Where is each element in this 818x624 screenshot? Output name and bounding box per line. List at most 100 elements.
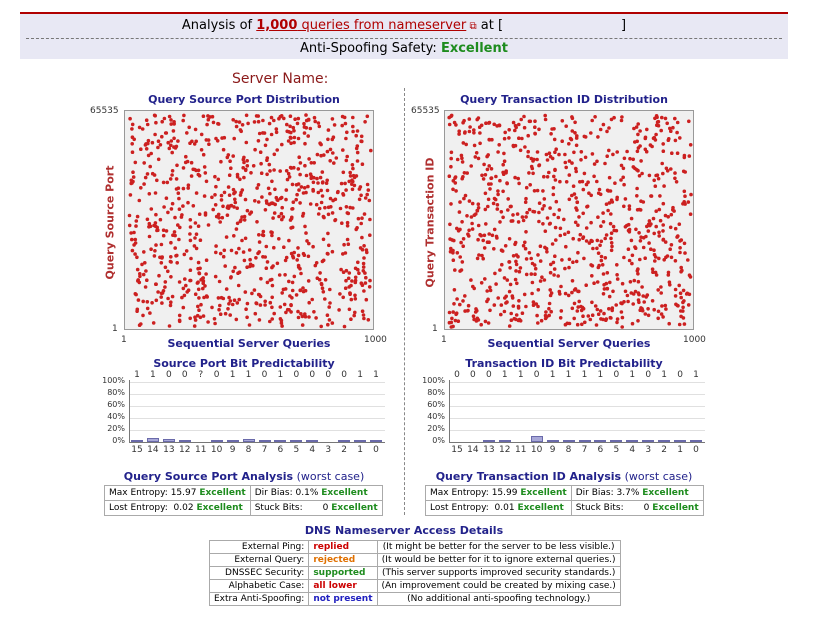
scatter-point xyxy=(483,191,488,196)
scatter-point xyxy=(668,225,673,230)
bit-value: 1 xyxy=(581,370,588,380)
nameserver-link[interactable]: 1,000 queries from nameserver xyxy=(256,18,466,33)
scatter-point xyxy=(564,180,569,184)
scatter-point xyxy=(673,171,677,175)
scatter-point xyxy=(488,308,492,313)
scatter-point xyxy=(675,120,680,125)
external-link-icon[interactable]: ⧉ xyxy=(466,21,477,32)
scatter-point xyxy=(520,136,524,141)
scatter-point xyxy=(201,114,206,118)
bit-bar xyxy=(658,439,671,442)
scatter-point xyxy=(589,263,593,267)
scatter-point xyxy=(179,215,184,219)
bit-bar xyxy=(530,436,543,442)
scatter-point xyxy=(530,280,535,285)
scatter-point xyxy=(595,307,600,312)
right-row2-cell2: Stuck Bits: 0 Excellent xyxy=(570,500,704,516)
grid-line xyxy=(130,418,385,419)
scatter-point xyxy=(654,132,658,137)
scatter-point xyxy=(458,200,462,204)
scatter-point xyxy=(269,115,274,120)
scatter-point xyxy=(357,197,362,202)
scatter-point xyxy=(460,260,465,264)
scatter-point xyxy=(465,171,469,175)
scatter-point xyxy=(509,311,513,316)
scatter-point xyxy=(217,216,221,220)
bit-label: 12 xyxy=(179,445,191,455)
scatter-point xyxy=(638,239,643,243)
scatter-point xyxy=(638,308,642,312)
value: 15.99 xyxy=(491,488,518,498)
query-count[interactable]: 1,000 xyxy=(256,18,298,33)
scatter-point xyxy=(240,188,245,192)
scatter-point xyxy=(201,286,205,291)
scatter-point xyxy=(625,149,629,154)
scatter-point xyxy=(240,215,244,219)
right-xlabel: Sequential Server Queries xyxy=(487,337,651,350)
scatter-point xyxy=(638,129,642,133)
scatter-point xyxy=(257,240,262,244)
scatter-point xyxy=(365,182,370,187)
scatter-point xyxy=(154,243,158,247)
scatter-point xyxy=(504,294,508,299)
scatter-point xyxy=(449,113,454,118)
scatter-point xyxy=(556,215,561,220)
scatter-point xyxy=(257,318,262,322)
scatter-point xyxy=(562,217,566,222)
scatter-point xyxy=(457,129,461,133)
scatter-point xyxy=(237,297,241,302)
scatter-point xyxy=(523,246,528,251)
scatter-point xyxy=(345,237,350,242)
scatter-point xyxy=(533,266,538,271)
scatter-point xyxy=(495,207,500,211)
scatter-point xyxy=(535,313,539,318)
scatter-point xyxy=(326,212,331,217)
scatter-point xyxy=(307,241,311,246)
scatter-point xyxy=(606,208,610,213)
scatter-point xyxy=(636,132,640,137)
table-row: External Query: rejected (It would be bett… xyxy=(208,553,621,567)
scatter-point xyxy=(643,135,648,140)
scatter-point xyxy=(664,307,668,311)
scatter-point xyxy=(196,260,201,265)
scatter-point xyxy=(232,136,236,141)
scatter-point xyxy=(571,236,575,241)
scatter-point xyxy=(519,117,523,122)
scatter-point xyxy=(650,144,654,149)
scatter-point xyxy=(636,272,640,276)
scatter-point xyxy=(326,137,330,142)
scatter-point xyxy=(163,285,167,289)
left-xtick-left: 1 xyxy=(121,335,127,345)
right-ytick-bottom: 1 xyxy=(432,324,438,334)
scatter-point xyxy=(304,113,308,117)
scatter-point xyxy=(359,193,363,198)
scatter-point xyxy=(295,258,299,262)
scatter-point xyxy=(539,318,544,323)
scatter-point xyxy=(366,188,371,192)
scatter-point xyxy=(332,123,337,127)
scatter-point xyxy=(343,181,347,186)
scatter-point xyxy=(507,128,511,132)
scatter-point xyxy=(597,263,601,268)
scatter-point xyxy=(553,178,558,182)
scatter-point xyxy=(223,311,228,316)
dns-row-label: Extra Anti-Spoofing: xyxy=(208,592,310,606)
left-analysis-heading: Query Source Port Analysis xyxy=(123,470,294,483)
scatter-point xyxy=(641,294,645,298)
scatter-point xyxy=(188,268,193,272)
scatter-point xyxy=(455,251,460,255)
scatter-point xyxy=(132,230,136,235)
scatter-point xyxy=(193,127,198,132)
scatter-point xyxy=(186,186,190,190)
scatter-point xyxy=(635,194,639,198)
scatter-point xyxy=(460,160,465,164)
scatter-point xyxy=(496,296,500,300)
scatter-point xyxy=(229,248,234,253)
scatter-point xyxy=(466,303,471,308)
scatter-point xyxy=(553,225,558,230)
nameserver-link-text[interactable]: queries from nameserver xyxy=(301,18,467,33)
scatter-point xyxy=(596,312,601,316)
bit-label: 15 xyxy=(451,445,463,455)
rating: Excellent xyxy=(199,488,246,498)
scatter-point xyxy=(598,243,602,248)
